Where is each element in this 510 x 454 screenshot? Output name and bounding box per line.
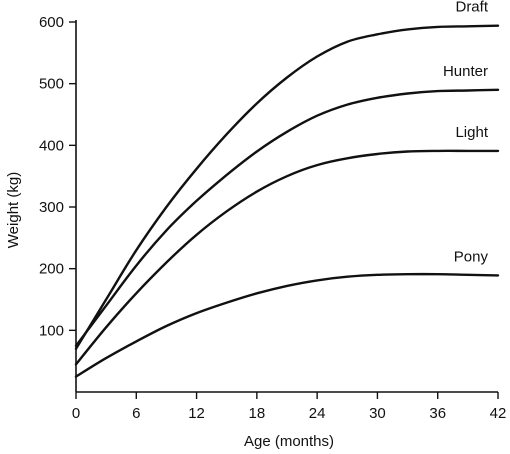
x-tick-label: 18 bbox=[249, 405, 266, 422]
series-label-light: Light bbox=[455, 124, 488, 141]
y-axis-ticks: 100 200 300 400 500 600 bbox=[39, 14, 76, 339]
y-tick-label: 400 bbox=[39, 137, 64, 154]
y-axis-title: Weight (kg) bbox=[5, 172, 22, 248]
x-tick-label: 6 bbox=[132, 405, 140, 422]
series-line-draft bbox=[74, 24, 500, 350]
y-tick-label: 600 bbox=[39, 14, 64, 31]
x-tick-label: 0 bbox=[72, 405, 80, 422]
series-label-draft: Draft bbox=[455, 0, 488, 16]
x-axis-title: Age (months) bbox=[244, 433, 334, 450]
series-label-hunter: Hunter bbox=[443, 63, 488, 80]
x-axis-ticks: 0 6 12 18 24 30 36 42 bbox=[72, 392, 507, 422]
series-line-light bbox=[74, 149, 500, 366]
x-tick-label: 42 bbox=[490, 405, 507, 422]
series-labels: Draft Hunter Light Pony bbox=[443, 0, 489, 265]
y-tick-label: 300 bbox=[39, 199, 64, 216]
x-tick-label: 36 bbox=[429, 405, 446, 422]
series-line-pony bbox=[74, 272, 500, 378]
series-lines bbox=[74, 24, 500, 378]
x-tick-label: 30 bbox=[369, 405, 386, 422]
y-tick-label: 200 bbox=[39, 261, 64, 278]
y-tick-label: 500 bbox=[39, 76, 64, 93]
y-tick-label: 100 bbox=[39, 322, 64, 339]
chart-axes bbox=[75, 20, 498, 393]
x-tick-label: 24 bbox=[309, 405, 326, 422]
x-tick-label: 12 bbox=[188, 405, 205, 422]
series-label-pony: Pony bbox=[454, 248, 489, 265]
series-line-hunter bbox=[74, 88, 500, 347]
